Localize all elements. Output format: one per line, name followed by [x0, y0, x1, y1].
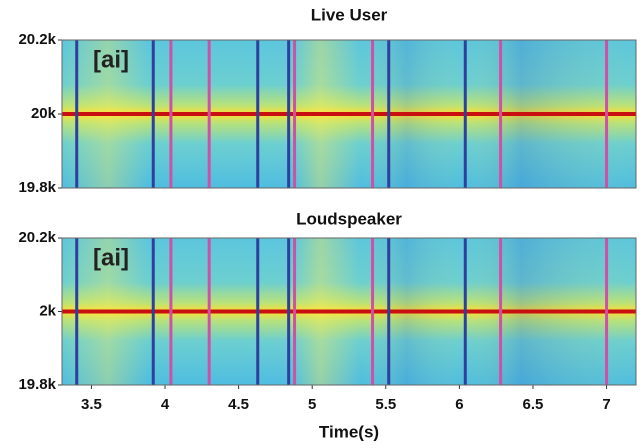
x-tick-label: 5: [308, 396, 316, 413]
y-tick-label: 19.8k: [18, 179, 56, 196]
panel-title: Loudspeaker: [296, 209, 402, 228]
annotation: [ai]: [93, 46, 129, 73]
y-tick-label: 20.2k: [18, 229, 56, 246]
annotation: [ai]: [93, 244, 129, 271]
x-tick-label: 4.5: [228, 396, 249, 413]
plot-frame: [61, 39, 637, 189]
x-tick-label: 6: [455, 396, 463, 413]
y-tick-label: 19.8k: [18, 376, 56, 393]
x-tick-label: 4: [161, 396, 170, 413]
x-tick-label: 7: [602, 396, 610, 413]
panel-title: Live User: [311, 5, 388, 24]
x-tick-label: 6.5: [523, 396, 544, 413]
y-tick-label: 20k: [31, 105, 57, 122]
x-axis-label: Time(s): [319, 422, 379, 441]
y-tick-label: 20.2k: [18, 31, 56, 48]
plot-frame: [61, 237, 637, 386]
y-tick-label: 2k: [39, 302, 56, 319]
x-tick-label: 5.5: [375, 396, 396, 413]
x-tick-label: 3.5: [81, 396, 102, 413]
